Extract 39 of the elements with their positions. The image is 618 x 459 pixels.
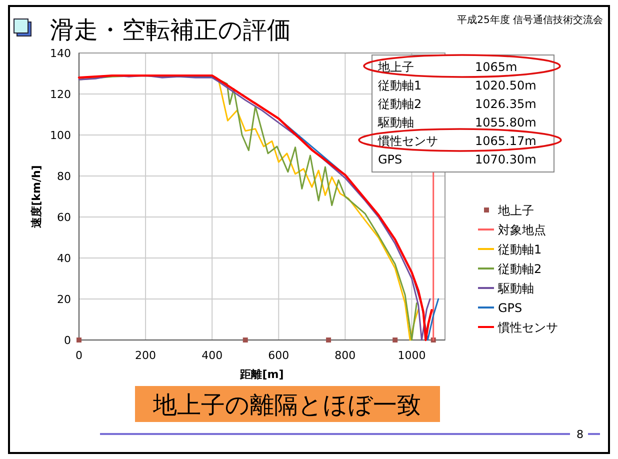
x-tick-label: 800 [334,349,356,362]
x-tick-label: 0 [76,349,82,362]
y-tick-label: 20 [57,293,71,306]
legend-label: GPS [498,301,522,315]
annotation: 従動軸1 [378,78,422,92]
x-tick-label: 1000 [398,349,426,362]
legend-label: 慣性センサ [497,320,558,334]
text: 1055.80m [475,116,536,130]
x-axis-title: 距離[m] [239,368,284,381]
x-tick-label: 200 [135,349,156,362]
legend-label: 従動軸1 [498,242,542,256]
y-tick-label: 80 [57,170,71,183]
y-axis-title: 速度[km/h] [30,165,43,229]
y-tick-label: 120 [50,88,71,101]
legend-label: 駆動軸 [497,282,534,296]
text: 1065.17m [475,134,536,148]
text: 8 [576,428,584,441]
legend-label: 対象地点 [498,223,546,237]
y-tick-label: 40 [57,252,71,265]
chart-title: 滑走・空転補正の評価 [50,16,291,44]
annotation: 従動軸2 [378,97,422,111]
text: 1026.35m [475,97,536,111]
y-tick-label: 100 [50,129,71,142]
text: 1070.30m [475,152,536,166]
y-tick-label: 60 [57,211,71,224]
y-tick-label: 0 [64,334,71,347]
annotation: 駆動軸 [377,116,414,130]
annotation: GPS [378,152,402,166]
text: 平成25年度 信号通信技術交流会 [457,14,603,26]
text: 地上子の離隔とほぼ一致 [152,391,421,419]
annotation: 慣性センサ [377,134,438,148]
legend-label: 従動軸2 [498,262,542,276]
text: 1065m [475,60,518,74]
x-tick-label: 400 [202,349,223,362]
y-tick-label: 140 [50,47,71,60]
legend-label: 地上子 [497,204,534,218]
annotation: 地上子 [377,60,414,74]
x-tick-label: 600 [268,349,290,362]
text: 1020.50m [475,78,536,92]
